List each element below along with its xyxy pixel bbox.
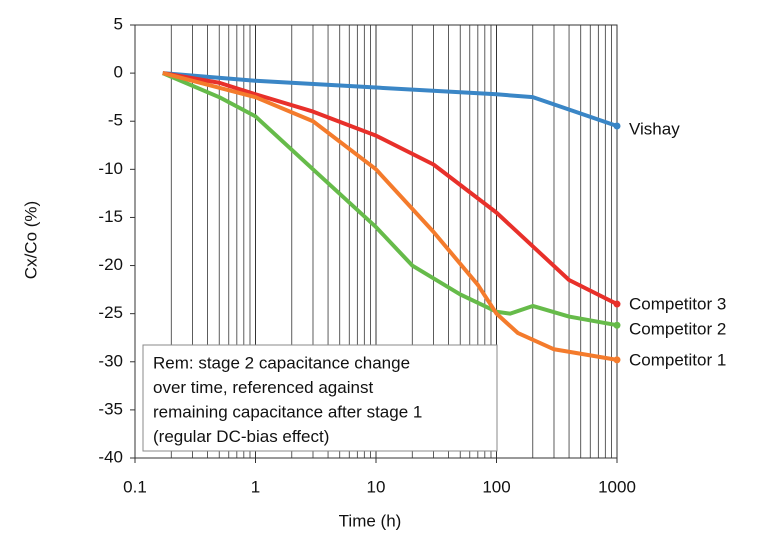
series-label: Competitor 3: [629, 294, 726, 313]
y-tick-label: -30: [98, 351, 123, 370]
y-tick-label: -5: [108, 111, 123, 130]
x-tick-label: 10: [367, 477, 386, 496]
y-tick-label: -10: [98, 159, 123, 178]
x-tick-label: 1000: [598, 477, 636, 496]
y-tick-label: -20: [98, 255, 123, 274]
annotation-box: [142, 344, 498, 452]
plot-frame: [134, 24, 618, 459]
end-marker: [613, 321, 621, 329]
y-tick-label: 0: [114, 63, 123, 82]
y-tick-label: -40: [98, 447, 123, 466]
y-tick-label: -25: [98, 303, 123, 322]
x-tick-label: 0.1: [123, 477, 147, 496]
end-marker: [613, 300, 621, 308]
x-axis-title: Time (h): [339, 511, 402, 530]
series-label: Competitor 1: [629, 350, 726, 369]
series-line: [162, 71, 618, 128]
y-axis-title: Cx/Co (%): [21, 201, 40, 279]
x-tick-label: 1: [251, 477, 260, 496]
series-line: [161, 71, 618, 328]
series-line: [162, 71, 618, 362]
annotation-line: (regular DC-bias effect): [153, 427, 329, 446]
y-tick-label: -35: [98, 399, 123, 418]
y-tick-label: 5: [114, 14, 123, 33]
end-marker: [613, 122, 621, 130]
x-tick-label: 100: [482, 477, 510, 496]
series-label: Competitor 2: [629, 319, 726, 338]
annotation-line: over time, referenced against: [153, 378, 373, 397]
y-tick-label: -15: [98, 207, 123, 226]
annotation-line: remaining capacitance after stage 1: [153, 402, 422, 421]
series-label: Vishay: [629, 119, 680, 138]
series-line: [162, 71, 618, 306]
annotation-line: Rem: stage 2 capacitance change: [153, 353, 410, 372]
end-marker: [613, 356, 621, 364]
